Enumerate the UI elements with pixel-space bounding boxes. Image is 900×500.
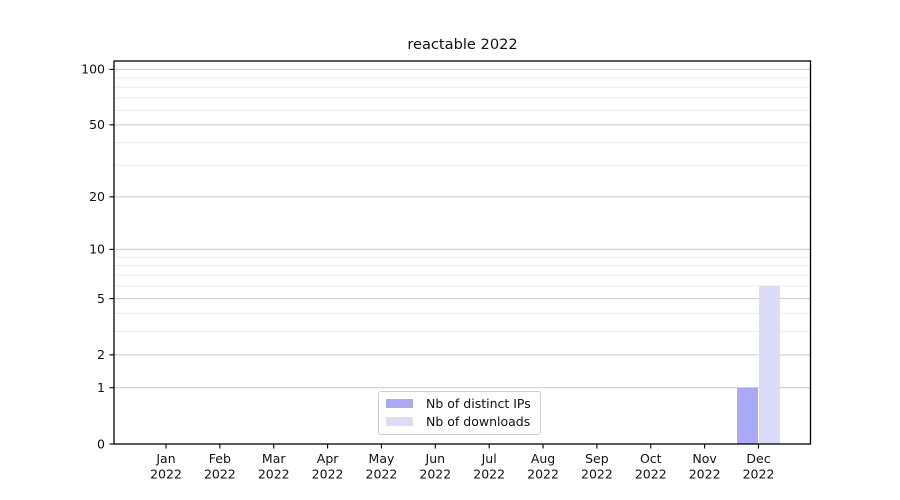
bar-nb-of-distinct-ips	[737, 387, 758, 444]
y-axis-tick-label: 1	[97, 380, 105, 395]
y-axis-tick-label: 20	[89, 189, 105, 204]
x-axis-tick-label: May 2022	[366, 451, 398, 482]
legend-swatch-distinct-ips	[386, 399, 413, 408]
x-axis-tick-label: Mar 2022	[258, 451, 290, 482]
legend-swatch-downloads	[386, 417, 413, 426]
x-axis-tick-label: Jul 2022	[473, 451, 505, 482]
x-axis-tick-label: Nov 2022	[689, 451, 721, 482]
chart-title: reactable 2022	[407, 36, 518, 53]
legend: Nb of distinct IPs Nb of downloads	[378, 391, 541, 435]
y-axis-tick-label: 2	[97, 347, 105, 362]
legend-label-distinct-ips: Nb of distinct IPs	[426, 396, 531, 411]
y-axis-tick-label: 10	[89, 242, 105, 257]
legend-item-distinct-ips: Nb of distinct IPs	[386, 396, 531, 411]
y-axis-tick-label: 50	[89, 117, 105, 132]
x-axis-tick-label: Feb 2022	[204, 451, 236, 482]
x-axis-tick-label: Sep 2022	[581, 451, 613, 482]
x-axis-tick-label: Jan 2022	[150, 451, 182, 482]
bar-nb-of-downloads	[759, 286, 780, 444]
y-axis-tick-label: 5	[97, 291, 105, 306]
legend-label-downloads: Nb of downloads	[426, 414, 531, 429]
x-axis-tick-label: Aug 2022	[527, 451, 559, 482]
axis-spine	[113, 60, 812, 445]
legend-item-downloads: Nb of downloads	[386, 414, 531, 429]
x-axis-tick-label: Oct 2022	[635, 451, 667, 482]
y-axis-tick-label: 100	[81, 62, 105, 77]
y-axis-tick-label: 0	[97, 436, 105, 451]
x-axis-tick-label: Apr 2022	[312, 451, 344, 482]
x-axis-tick-label: Dec 2022	[743, 451, 775, 482]
x-axis-tick-label: Jun 2022	[419, 451, 451, 482]
